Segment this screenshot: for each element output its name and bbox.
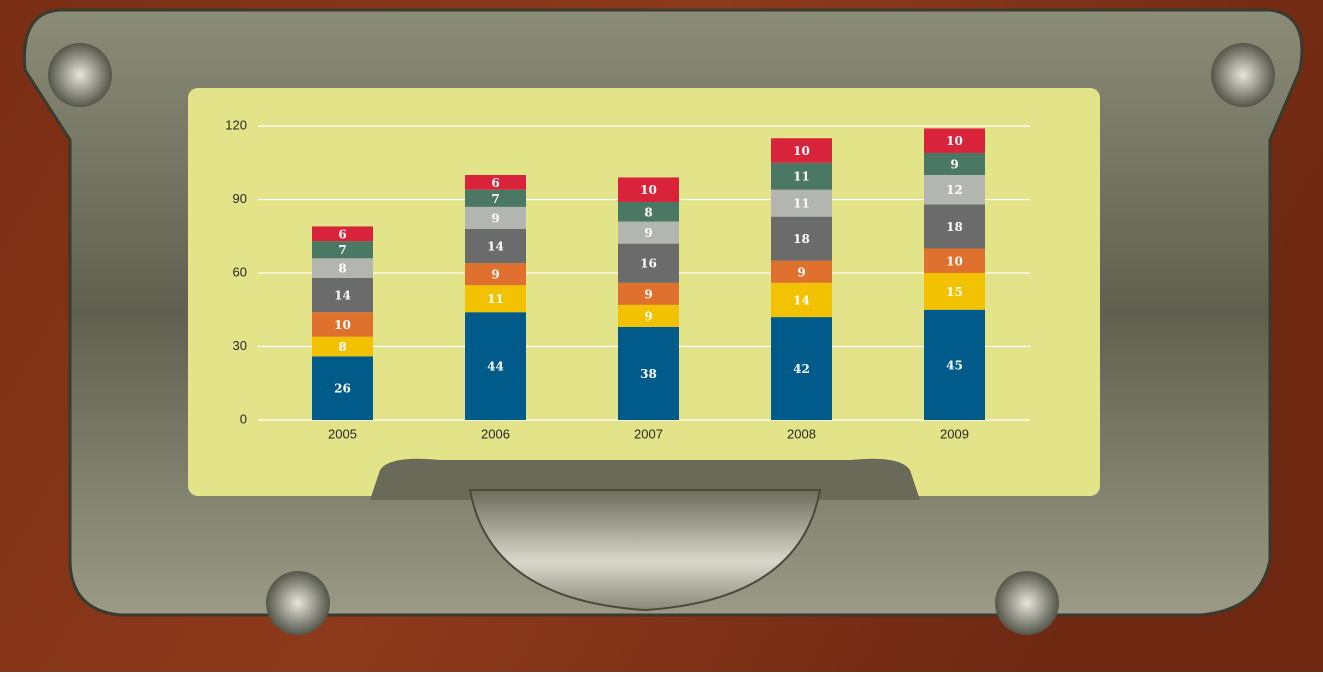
bar-segment [618, 243, 679, 283]
bar-segment [771, 189, 832, 217]
data-label: 44 [487, 360, 504, 374]
bar-segment [312, 258, 373, 278]
data-label: 9 [491, 268, 499, 282]
x-tick-label: 2005 [328, 426, 357, 441]
data-label: 9 [644, 226, 652, 240]
bar-segment [465, 312, 526, 420]
bar-segment [312, 241, 373, 259]
data-label: 8 [338, 340, 346, 354]
bar-segment [618, 282, 679, 305]
screw [266, 571, 330, 635]
bar-segment [465, 189, 526, 207]
data-label: 16 [640, 257, 657, 271]
x-tick-label: 2008 [787, 426, 816, 441]
bar-segment [924, 273, 985, 310]
bar-segment [924, 248, 985, 273]
bar-segment [618, 177, 679, 202]
x-tick-label: 2006 [481, 426, 510, 441]
x-tick-label: 2009 [940, 426, 969, 441]
bar-segment [312, 226, 373, 242]
y-tick-label: 60 [233, 264, 247, 279]
bar-segment [312, 312, 373, 337]
bar-segment [924, 128, 985, 153]
screw [1211, 43, 1275, 107]
data-label: 11 [793, 170, 810, 184]
data-label: 9 [644, 287, 652, 301]
bar-segment [618, 304, 679, 327]
data-label: 45 [946, 358, 963, 372]
y-tick-label: 120 [225, 117, 247, 132]
data-label: 6 [338, 227, 346, 241]
data-label: 9 [950, 157, 958, 171]
data-label: 6 [491, 176, 499, 190]
data-label: 15 [946, 285, 963, 299]
data-label: 10 [640, 183, 657, 197]
bar-segment [312, 336, 373, 357]
bar-segment [465, 228, 526, 264]
bar-segment [618, 221, 679, 244]
y-tick-label: 30 [233, 338, 247, 353]
screw [48, 43, 112, 107]
data-label: 11 [793, 197, 810, 211]
data-label: 7 [338, 243, 346, 257]
data-label: 42 [793, 362, 810, 376]
data-label: 26 [334, 382, 351, 396]
y-tick-label: 90 [233, 191, 247, 206]
y-tick-label: 0 [240, 411, 247, 426]
bar-segment [924, 309, 985, 420]
data-label: 10 [793, 144, 810, 158]
bar-segment [312, 356, 373, 420]
bar-segment [771, 317, 832, 420]
bar-segment [465, 285, 526, 313]
data-label: 18 [793, 232, 810, 246]
data-label: 8 [338, 262, 346, 276]
data-label: 14 [487, 240, 504, 254]
data-label: 12 [946, 183, 963, 197]
bar-segment [771, 282, 832, 318]
data-label: 8 [644, 205, 652, 219]
data-label: 9 [797, 265, 805, 279]
bar-segment [771, 216, 832, 261]
data-label: 18 [946, 220, 963, 234]
data-label: 11 [487, 292, 504, 306]
data-label: 38 [640, 367, 657, 381]
x-tick-label: 2007 [634, 426, 663, 441]
data-label: 10 [334, 318, 351, 332]
data-label: 9 [491, 211, 499, 225]
bar-segment [465, 206, 526, 229]
bar-segment [618, 201, 679, 222]
data-label: 10 [946, 134, 963, 148]
data-label: 9 [644, 309, 652, 323]
bar-segment [771, 162, 832, 190]
data-label: 14 [334, 289, 351, 303]
bar-segment [924, 175, 985, 205]
bar-segment [465, 175, 526, 190]
bar-segment [771, 138, 832, 163]
bar-segment [618, 326, 679, 420]
bar-segment [924, 152, 985, 175]
data-label: 10 [946, 254, 963, 268]
bar-segment [771, 260, 832, 283]
bar-segment [924, 204, 985, 249]
data-label: 14 [793, 293, 810, 307]
drawer-handle [468, 489, 822, 612]
bar-segment [465, 263, 526, 286]
data-label: 7 [491, 192, 499, 206]
screw [995, 571, 1059, 635]
bar-segment [312, 277, 373, 313]
